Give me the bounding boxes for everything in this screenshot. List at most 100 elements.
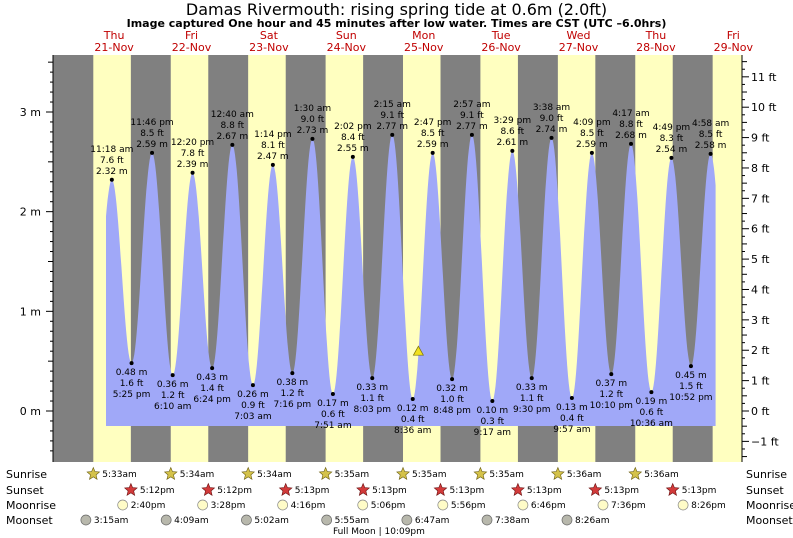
tide-m-label: 0.19 m	[636, 397, 668, 407]
sunset-icon	[278, 482, 293, 496]
sunrise-icon	[628, 466, 643, 480]
moonset-icon	[321, 514, 333, 526]
tide-point	[170, 373, 175, 378]
day-date-label: 28-Nov	[636, 41, 676, 54]
day-labels: Thu21-NovFri22-NovSat23-NovSun24-NovMon2…	[94, 29, 753, 54]
tide-ft-label: 0.4 ft	[560, 414, 584, 424]
day-date-label: 25-Nov	[404, 41, 444, 54]
moonrise-time: 5:06pm	[371, 501, 406, 511]
tide-m-label: 2.68 m	[615, 131, 647, 141]
tide-m-label: 0.26 m	[237, 390, 269, 400]
day-name-label: Thu	[103, 29, 125, 42]
moonset-time: 5:02am	[254, 516, 289, 526]
row-label-left: Sunset	[6, 484, 44, 497]
tide-m-label: 0.32 m	[436, 384, 468, 394]
tide-m-label: 2.32 m	[96, 167, 128, 177]
current-level-marker	[412, 345, 424, 356]
moonset-time: 5:55am	[335, 516, 370, 526]
tide-ft-label: 9.0 ft	[540, 114, 564, 124]
sunset-icon	[433, 482, 448, 496]
tide-time-label: 6:10 am	[154, 402, 191, 412]
tide-point	[390, 132, 395, 137]
tide-point	[150, 150, 155, 155]
tide-m-label: 0.43 m	[196, 373, 228, 383]
tide-point	[490, 399, 495, 404]
tide-point	[609, 372, 614, 377]
tide-m-label: 0.38 m	[277, 378, 309, 388]
moonrise-icon	[437, 499, 449, 511]
tide-m-label: 0.36 m	[157, 380, 189, 390]
moonrise-time: 4:16pm	[291, 501, 326, 511]
sunrise-time: 5:35am	[412, 470, 447, 480]
moonset-icon	[80, 514, 92, 526]
sunrise-icon	[473, 466, 488, 480]
moonset-time: 3:15am	[94, 516, 129, 526]
tide-ft-label: 9.1 ft	[380, 111, 404, 121]
tide-m-label: 2.74 m	[536, 125, 568, 135]
sunrise-icon	[318, 466, 333, 480]
right-tick-label: 0 ft	[751, 405, 770, 418]
row-label-left: Sunrise	[6, 468, 47, 481]
tide-ft-label: 1.5 ft	[679, 382, 703, 392]
day-name-label: Sat	[260, 29, 279, 42]
page-title: Damas Rivermouth: rising spring tide at …	[185, 0, 608, 19]
sunrise-time: 5:36am	[644, 470, 679, 480]
row-label-right: Sunrise	[746, 468, 787, 481]
tide-ft-label: 7.8 ft	[181, 149, 205, 159]
sunset-icon	[356, 482, 371, 496]
tide-point	[290, 371, 295, 376]
moonset-time: 8:26am	[575, 516, 610, 526]
tide-ft-label: 8.5 ft	[140, 129, 164, 139]
tide-ft-label: 8.5 ft	[421, 129, 445, 139]
daylight-band	[712, 55, 742, 462]
tide-point	[250, 383, 255, 388]
day-name-label: Sun	[336, 29, 357, 42]
tide-time-label: 12:40 am	[211, 110, 254, 120]
tide-point	[430, 150, 435, 155]
tide-ft-label: 1.6 ft	[120, 379, 144, 389]
moonrise-icon	[517, 499, 529, 511]
right-tick-label: 8 ft	[751, 162, 770, 175]
water-area	[106, 134, 716, 426]
day-date-label: 23-Nov	[249, 41, 289, 54]
sunset-time: 5:13pm	[450, 486, 485, 496]
right-tick-label: −1 ft	[751, 435, 779, 448]
moonrise-time: 3:28pm	[211, 501, 246, 511]
tide-ft-label: 1.2 ft	[599, 390, 623, 400]
day-date-label: 21-Nov	[94, 41, 134, 54]
sunrise-time: 5:34am	[180, 470, 215, 480]
sunset-time: 5:13pm	[682, 486, 717, 496]
tide-time-label: 7:51 am	[314, 421, 351, 431]
row-label-left: Moonrise	[6, 499, 56, 512]
tide-time-label: 2:02 pm	[334, 122, 372, 132]
tide-time-label: 2:15 am	[374, 100, 411, 110]
moonrise-time: 8:26pm	[691, 501, 726, 511]
moonset-time: 6:47am	[415, 516, 450, 526]
tide-ft-label: 1.1 ft	[360, 394, 384, 404]
moonrise-icon	[117, 499, 129, 511]
tide-m-label: 2.67 m	[217, 132, 249, 142]
tide-ft-label: 8.5 ft	[580, 129, 604, 139]
sunset-time: 5:13pm	[372, 486, 407, 496]
tide-time-label: 2:57 am	[453, 100, 490, 110]
tide-time-label: 3:29 pm	[494, 116, 532, 126]
right-tick-label: 9 ft	[751, 132, 770, 145]
sunset-time: 5:12pm	[140, 486, 175, 496]
tide-point	[410, 397, 415, 402]
sunset-icon	[588, 482, 603, 496]
tide-m-label: 2.47 m	[257, 152, 289, 162]
right-tick-label: 4 ft	[751, 283, 770, 296]
moonrise-time: 6:46pm	[531, 501, 566, 511]
sunrise-icon	[86, 466, 101, 480]
sunset-icon	[123, 482, 138, 496]
moonrise-icon	[677, 499, 689, 511]
tide-point	[270, 162, 275, 167]
moonset-icon	[241, 514, 252, 526]
tide-point	[230, 142, 235, 147]
sunrise-time: 5:36am	[567, 470, 602, 480]
tide-point	[330, 392, 335, 397]
tide-ft-label: 8.3 ft	[660, 134, 684, 144]
tide-time-label: 9:30 pm	[513, 405, 551, 415]
sunset-icon	[510, 482, 525, 496]
tide-point	[708, 151, 713, 156]
